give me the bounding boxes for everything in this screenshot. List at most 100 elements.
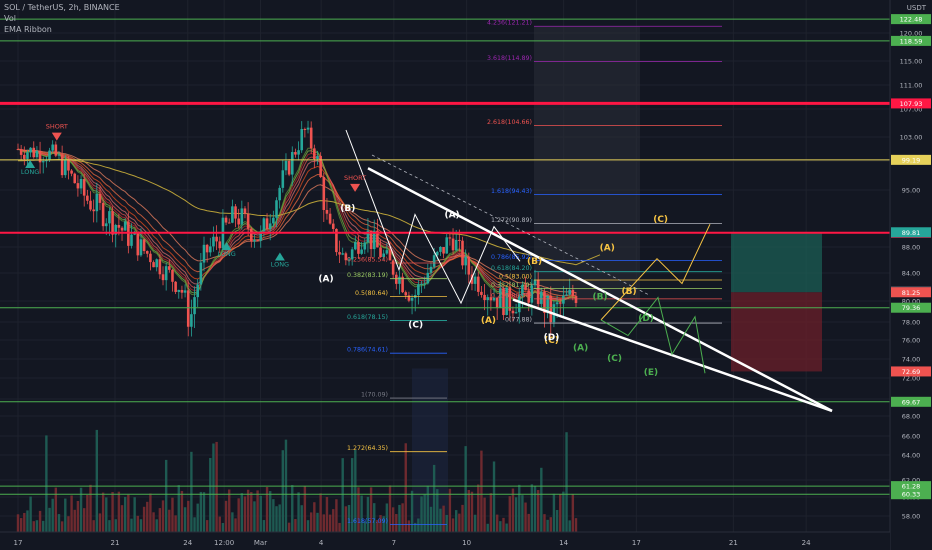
- candle-body: [89, 200, 92, 210]
- volume-bar: [385, 503, 389, 532]
- level-price-badge: [891, 35, 931, 46]
- volume-bar: [199, 491, 203, 532]
- candle-body: [98, 193, 102, 203]
- time-axis: 17 21 24 12:00 Mar 4 7 10 14 17 21 24: [0, 531, 890, 550]
- ema-line: [17, 148, 577, 297]
- ema-line: [17, 148, 577, 299]
- fib-label: 0.786(74.61): [347, 347, 388, 354]
- candle-body: [73, 173, 77, 184]
- volume-bar: [234, 518, 237, 532]
- volume-bar: [341, 458, 344, 532]
- volume-bar: [278, 504, 281, 532]
- volume-bar: [130, 518, 133, 532]
- candle-body: [57, 154, 61, 156]
- volume-bar: [253, 501, 256, 532]
- candle-body: [508, 287, 512, 311]
- volume-bar: [483, 497, 486, 532]
- wave-abc-path: [345, 129, 521, 305]
- volume-bar: [190, 451, 193, 532]
- candle-body: [45, 160, 48, 162]
- volume-bar: [461, 504, 464, 532]
- candle-body: [168, 266, 171, 270]
- price-badge: [891, 287, 931, 298]
- volume-bar: [161, 500, 165, 532]
- candle-body: [237, 218, 240, 225]
- ema-line: [17, 148, 577, 302]
- volume-bar: [303, 485, 307, 532]
- volume-bar: [442, 505, 445, 532]
- volume-bar: [237, 498, 240, 532]
- candle-body: [423, 283, 426, 285]
- candle-body: [316, 155, 319, 160]
- volume-bar: [117, 491, 121, 532]
- symbol-title[interactable]: SOL / TetherUS, 2h, BINANCE: [4, 3, 120, 12]
- candle-body: [499, 288, 502, 308]
- time-tick-label: 21: [729, 539, 738, 547]
- candle-body: [130, 234, 133, 246]
- wave-label: (A): [481, 316, 496, 326]
- volume-bar: [83, 508, 86, 532]
- price-tick-label: 64.00: [902, 452, 921, 460]
- candle-body: [152, 262, 155, 268]
- signal-label: LONG: [21, 168, 39, 176]
- volume-bar: [76, 500, 80, 532]
- candle-body: [565, 294, 568, 296]
- volume-bar: [404, 443, 407, 532]
- candle-body: [51, 144, 54, 151]
- volume-bar: [401, 503, 404, 532]
- volume-bar: [536, 490, 540, 532]
- volume-bar: [136, 515, 139, 532]
- candle-body: [259, 231, 263, 241]
- price-tick-label: 95.00: [902, 187, 921, 195]
- time-tick-label: 14: [559, 539, 568, 547]
- fib-label: 1.272(64.35): [347, 445, 388, 452]
- price-unit: USDT: [906, 4, 926, 12]
- volume-bar: [281, 450, 285, 532]
- candle-body: [391, 260, 395, 275]
- fib-label: 0.5(80.64): [355, 290, 388, 297]
- candle-body: [473, 276, 477, 284]
- long-signal-marker: [25, 160, 36, 169]
- candle-body: [209, 246, 212, 253]
- candle-body: [86, 195, 89, 201]
- wave-label: (A): [573, 343, 588, 353]
- volume-bar: [458, 513, 461, 532]
- volume-bar: [193, 517, 196, 532]
- ema-ribbon-label[interactable]: EMA Ribbon: [4, 25, 52, 34]
- candle-body: [290, 152, 294, 175]
- volume-bar: [467, 489, 471, 532]
- fib-label: 0.382(81.79): [491, 282, 532, 289]
- candle-body: [549, 295, 553, 323]
- candle-body: [262, 218, 266, 232]
- volume-bar: [19, 518, 23, 532]
- wave-label: (C): [607, 354, 622, 364]
- volume-bar: [388, 485, 392, 532]
- volume-indicator-label[interactable]: Vol: [4, 14, 16, 23]
- volume-bar: [212, 443, 215, 532]
- candle-body: [224, 217, 228, 223]
- fib-levels: 0.236(85.54) 0.382(83.19) 0.5(80.64) 0.618(…: [347, 20, 722, 525]
- price-tick-label: 84.00: [902, 270, 921, 278]
- level-price-label: 122.48: [900, 16, 923, 24]
- candle-body: [325, 209, 329, 214]
- candle-body: [558, 302, 562, 304]
- candle-body: [445, 237, 449, 254]
- candle-body: [278, 187, 281, 201]
- candle-body: [26, 152, 29, 159]
- volume-bar: [123, 496, 127, 532]
- level-price-badge: [891, 154, 931, 165]
- candle-body: [517, 295, 521, 313]
- candle-body: [511, 310, 515, 314]
- ema-slow-line: [17, 158, 601, 266]
- wave-label: (B): [592, 293, 607, 303]
- volume-bar: [79, 487, 83, 532]
- volume-bar: [316, 512, 319, 532]
- candle-body: [48, 150, 51, 161]
- volume-bar: [332, 509, 335, 532]
- candle-body: [533, 279, 537, 286]
- candle-body: [350, 249, 354, 260]
- candle-body: [199, 262, 203, 285]
- volume-bar: [391, 507, 395, 532]
- candle-body: [363, 242, 367, 250]
